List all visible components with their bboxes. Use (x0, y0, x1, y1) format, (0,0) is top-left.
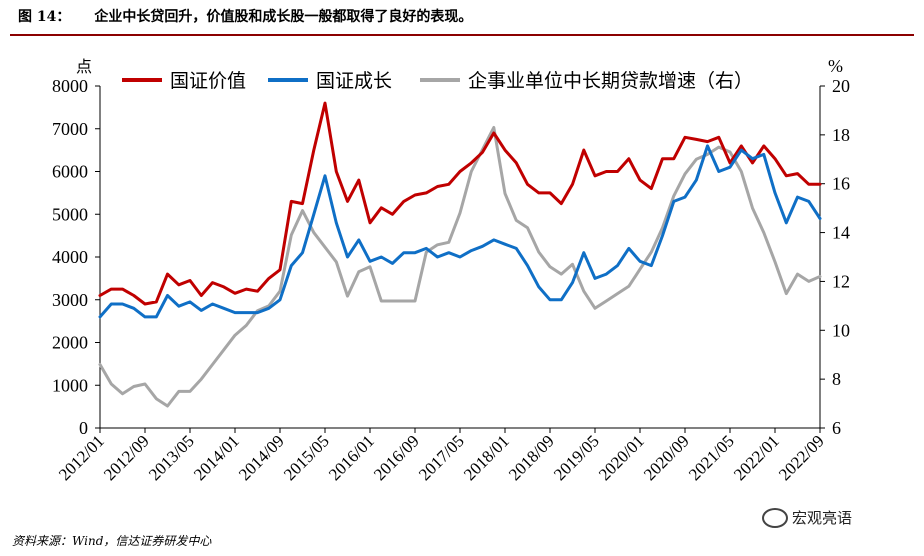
right-tick-label: 16 (832, 174, 850, 194)
left-tick-label: 3000 (52, 290, 88, 310)
right-tick-label: 8 (832, 369, 841, 389)
right-tick-label: 6 (832, 418, 841, 438)
x-tick-label: 2016/01 (325, 431, 378, 484)
x-tick-label: 2020/09 (640, 431, 693, 484)
x-tick-label: 2020/01 (595, 431, 648, 484)
x-tick-label: 2022/09 (775, 431, 828, 484)
legend-label: 国证成长 (316, 70, 392, 92)
x-tick-label: 2018/01 (460, 431, 513, 484)
left-tick-label: 6000 (52, 162, 88, 182)
left-tick-label: 5000 (52, 204, 88, 224)
source-note: 资料来源：Wind，信达证券研发中心 (12, 534, 212, 548)
watermark-text: 宏观亮语 (792, 509, 853, 527)
right-tick-label: 10 (832, 320, 850, 340)
legend: 国证价值 国证成长 企事业单位中长期贷款增速（右） (122, 70, 753, 92)
right-tick-label: 20 (832, 76, 850, 96)
right-axis-unit: % (828, 56, 843, 76)
x-tick-label: 2015/05 (280, 431, 333, 484)
right-tick-label: 18 (832, 125, 850, 145)
title-rule (10, 34, 914, 36)
series-line-1 (98, 144, 822, 319)
wechat-icon (762, 507, 788, 528)
x-tick-label: 2013/05 (145, 431, 198, 484)
figure-number: 图 14： (18, 9, 71, 25)
left-axis-unit: 点 (76, 57, 92, 76)
left-tick-label: 0 (79, 418, 88, 438)
left-tick-label: 7000 (52, 119, 88, 139)
x-tick-label: 2012/01 (55, 431, 108, 484)
x-tick-label: 2016/09 (370, 431, 423, 484)
series-line-0 (98, 101, 822, 306)
x-tick-label: 2022/01 (730, 431, 783, 484)
x-tick-label: 2019/05 (550, 431, 603, 484)
x-tick-label: 2017/05 (415, 431, 468, 484)
legend-label: 企事业单位中长期贷款增速（右） (468, 70, 753, 92)
x-tick-label: 2014/09 (235, 431, 288, 484)
x-tick-label: 2021/05 (685, 431, 738, 484)
chart-title: 图 14： 企业中长贷回升，价值股和成长股一般都取得了良好的表现。 (18, 6, 472, 26)
x-tick-label: 2018/09 (505, 431, 558, 484)
left-tick-label: 8000 (52, 76, 88, 96)
left-tick-label: 4000 (52, 247, 88, 267)
left-tick-label: 1000 (52, 375, 88, 395)
right-tick-label: 12 (832, 271, 850, 291)
right-tick-label: 14 (832, 223, 850, 243)
x-tick-label: 2014/01 (190, 431, 243, 484)
legend-label: 国证价值 (170, 70, 246, 92)
x-tick-label: 2012/09 (100, 431, 153, 484)
left-tick-label: 2000 (52, 333, 88, 353)
series-line-2 (98, 126, 822, 408)
figure-caption: 企业中长贷回升，价值股和成长股一般都取得了良好的表现。 (94, 9, 473, 25)
watermark: 宏观亮语 (762, 507, 852, 528)
series-lines (98, 101, 822, 408)
